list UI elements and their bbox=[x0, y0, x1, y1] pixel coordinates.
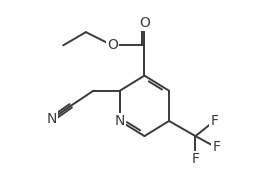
Text: F: F bbox=[210, 114, 218, 128]
Text: N: N bbox=[47, 112, 57, 126]
Text: O: O bbox=[139, 16, 150, 30]
Text: N: N bbox=[115, 114, 125, 128]
Text: F: F bbox=[212, 140, 220, 154]
Text: O: O bbox=[107, 38, 118, 52]
Text: F: F bbox=[191, 152, 200, 166]
